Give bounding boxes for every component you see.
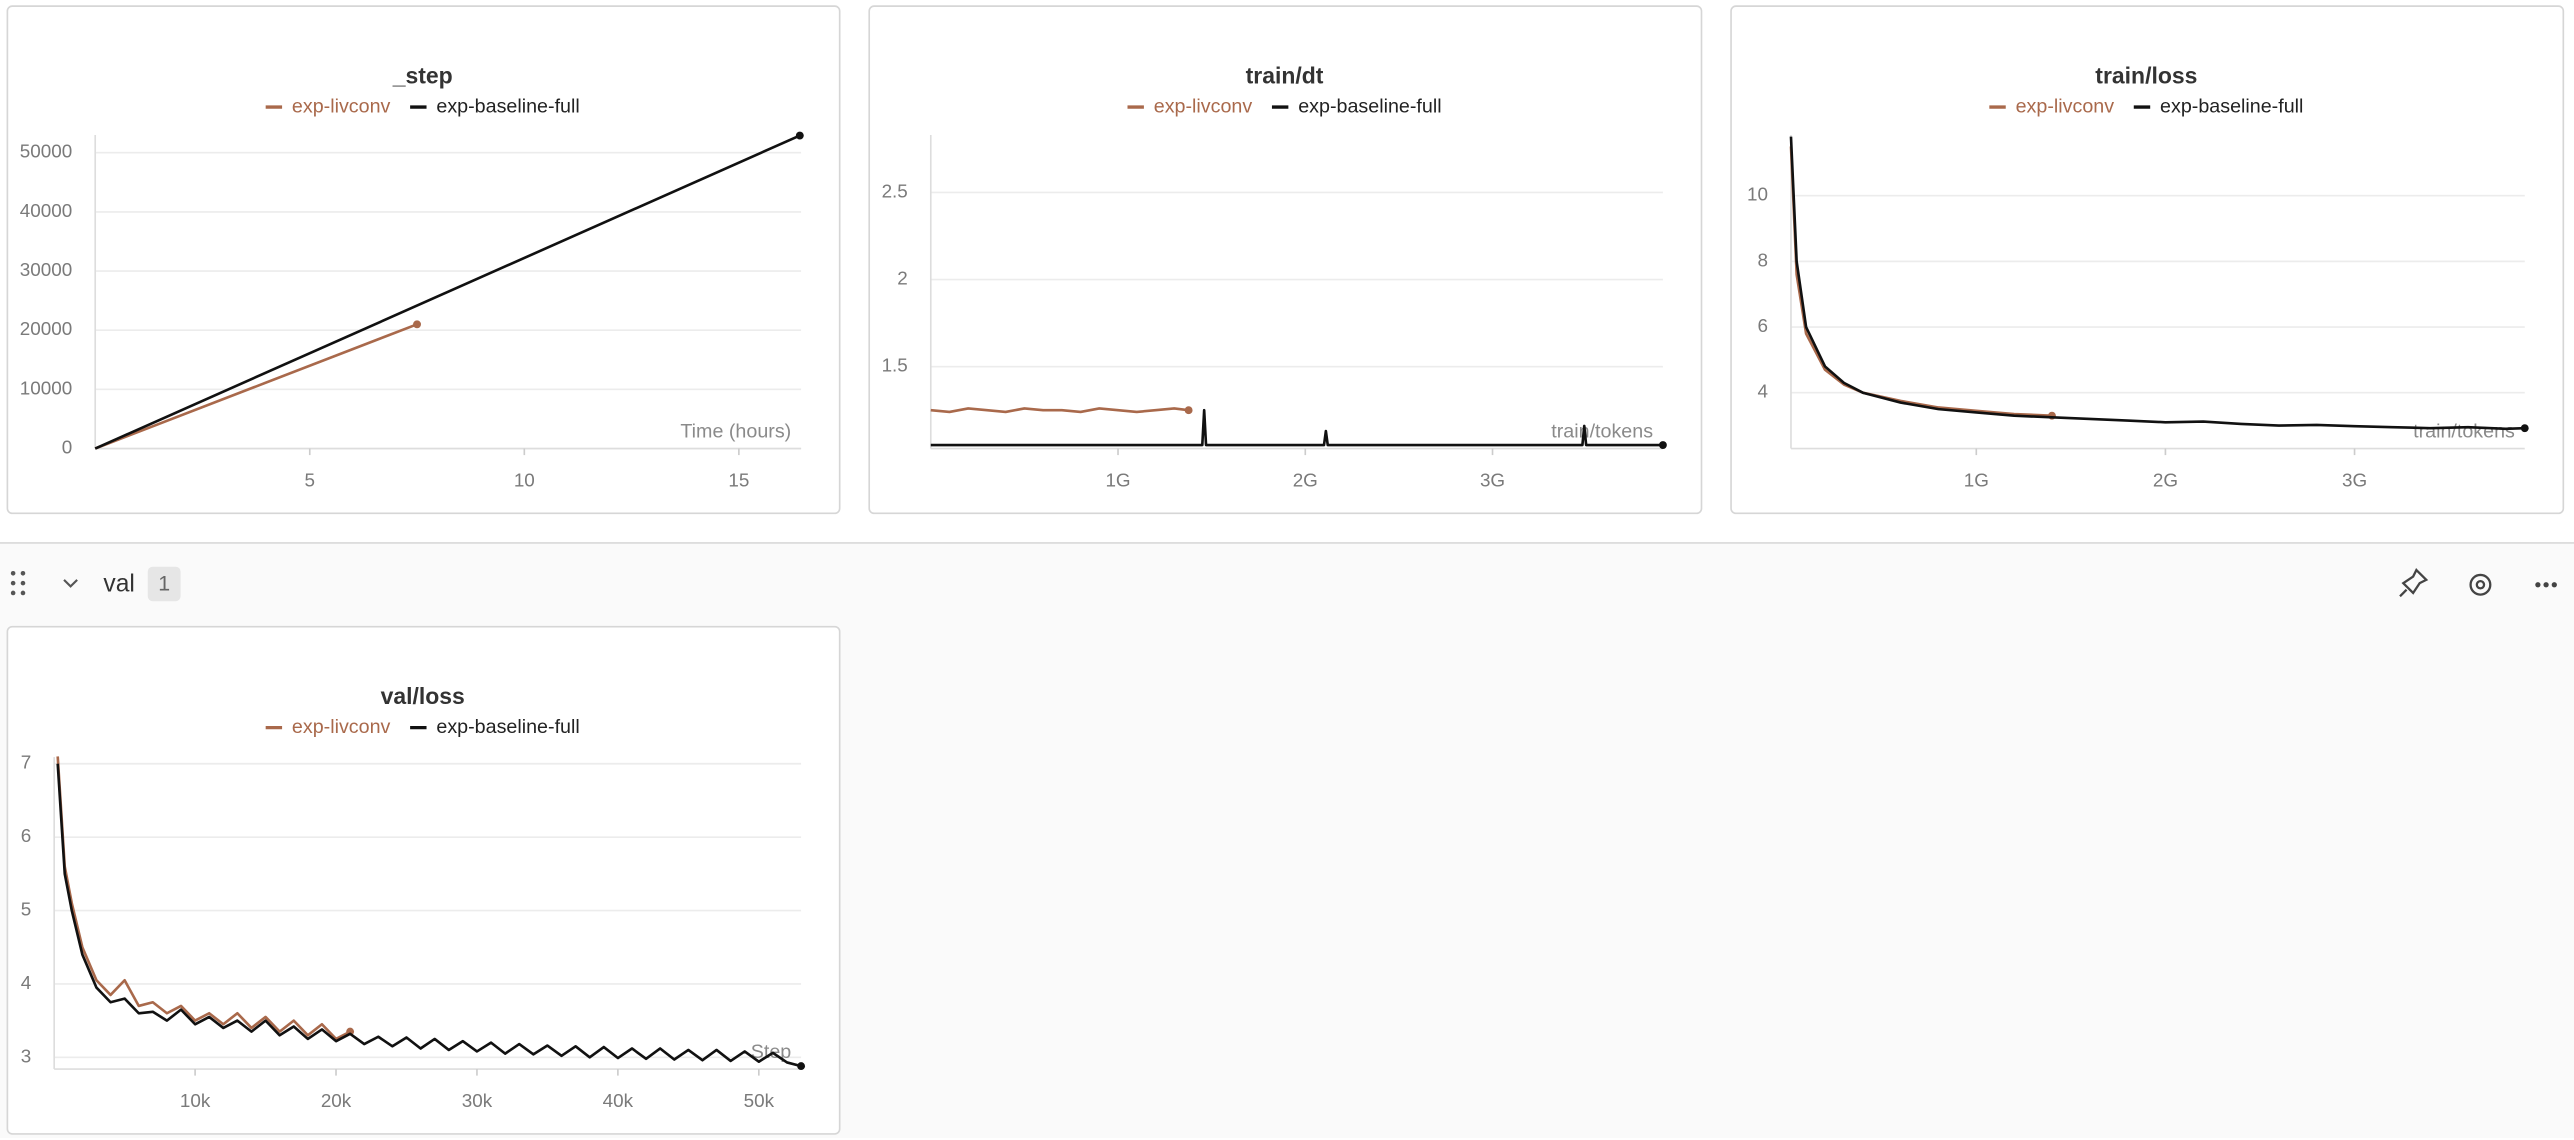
y-tick-label: 40000 — [20, 200, 72, 221]
x-tick-label: 1G — [1964, 469, 1989, 490]
chart-title: _step — [392, 63, 453, 89]
x-tick-label: 15 — [728, 469, 749, 490]
more-button[interactable] — [2535, 582, 2557, 588]
y-tick-label: 20000 — [20, 318, 72, 339]
x-axis-label: train/tokens — [1551, 420, 1653, 442]
y-tick-label: 8 — [1757, 249, 1768, 270]
y-tick-label: 30000 — [20, 259, 72, 280]
legend: exp-livconv exp-baseline-full — [265, 716, 580, 738]
x-axis-label: Time (hours) — [680, 420, 791, 442]
legend-label: exp-livconv — [292, 95, 391, 117]
y-tick-label: 7 — [21, 752, 31, 773]
y-tick-label: 4 — [1757, 381, 1768, 402]
end-point — [1184, 406, 1193, 415]
series-line — [94, 134, 801, 450]
legend-label: exp-baseline-full — [1298, 95, 1441, 117]
legend-label: exp-baseline-full — [2160, 95, 2303, 117]
x-tick-label: 20k — [321, 1090, 352, 1111]
settings-button[interactable] — [2469, 573, 2492, 596]
x-tick-label: 50k — [744, 1090, 775, 1111]
y-tick-label: 3 — [21, 1045, 31, 1066]
panel — [6, 625, 841, 1135]
end-point — [797, 1062, 806, 1071]
section-count: 1 — [158, 571, 170, 595]
y-tick-label: 50000 — [20, 141, 72, 162]
series-line — [930, 407, 1189, 414]
legend-label: exp-livconv — [2016, 95, 2115, 117]
y-tick-label: 6 — [1757, 315, 1768, 336]
drag-handle[interactable] — [10, 570, 26, 596]
end-point — [1658, 441, 1667, 449]
x-tick-label: 3G — [2342, 469, 2367, 490]
y-tick-label: 10 — [1747, 184, 1768, 205]
legend-label: exp-livconv — [292, 716, 391, 738]
y-tick-label: 0 — [62, 437, 73, 458]
series-line — [1789, 136, 2525, 431]
series-line — [56, 763, 802, 1068]
legend: exp-livconv exp-baseline-full — [1989, 95, 2303, 117]
y-tick-label: 6 — [21, 825, 31, 846]
x-tick-label: 2G — [2153, 469, 2178, 490]
legend: exp-livconv exp-baseline-full — [1127, 95, 1442, 117]
end-point — [795, 131, 804, 140]
legend-label: exp-baseline-full — [436, 95, 579, 117]
panel — [868, 5, 1703, 515]
end-point — [413, 320, 421, 329]
x-tick-label: 1G — [1105, 469, 1130, 490]
x-tick-label: 10k — [180, 1090, 211, 1111]
x-axis-label: train/tokens — [2413, 420, 2515, 442]
y-tick-label: 10000 — [20, 377, 72, 398]
panel — [1730, 5, 2565, 515]
chart-title: val/loss — [381, 683, 465, 709]
legend-label: exp-livconv — [1154, 95, 1253, 117]
series-line — [94, 323, 418, 450]
x-tick-label: 10 — [514, 469, 535, 490]
y-tick-label: 1.5 — [882, 355, 908, 376]
y-tick-label: 2.5 — [882, 180, 908, 201]
count-badge — [147, 566, 181, 602]
series-line — [56, 756, 351, 1041]
chart-title: train/dt — [1246, 63, 1324, 89]
x-tick-label: 5 — [305, 469, 316, 490]
section-title: val — [103, 570, 134, 597]
x-tick-label: 2G — [1293, 469, 1318, 490]
y-tick-label: 5 — [21, 899, 31, 920]
collapse-chevron[interactable] — [63, 579, 78, 588]
pin-button[interactable] — [2399, 568, 2429, 598]
y-tick-label: 4 — [21, 972, 31, 993]
y-tick-label: 2 — [897, 268, 907, 289]
series-line — [930, 408, 1663, 447]
legend: exp-livconv exp-baseline-full — [265, 95, 580, 117]
x-tick-label: 30k — [462, 1090, 493, 1111]
x-tick-label: 40k — [603, 1090, 634, 1111]
legend-label: exp-baseline-full — [436, 716, 579, 738]
x-tick-label: 3G — [1480, 469, 1505, 490]
chart-title: train/loss — [2095, 63, 2197, 89]
panel — [6, 5, 841, 515]
end-point — [2520, 424, 2529, 433]
